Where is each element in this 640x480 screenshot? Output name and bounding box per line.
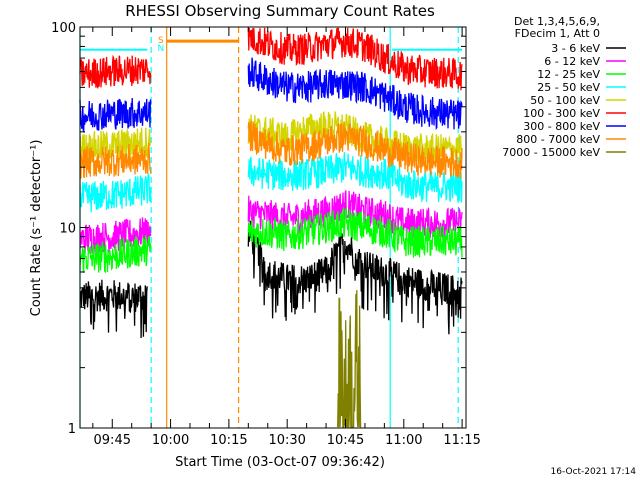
annotation-night: N	[157, 44, 164, 54]
legend-entry-label: 3 - 6 keV	[551, 42, 600, 55]
x-tick-label: 10:15	[210, 433, 247, 448]
x-tick-label: 10:30	[268, 433, 305, 448]
annotation-saa: S	[158, 36, 164, 46]
series-line	[247, 220, 463, 335]
x-tick-label: 10:45	[327, 433, 364, 448]
series-line	[247, 120, 463, 179]
x-tick-label: 11:15	[443, 433, 480, 448]
legend-header: FDecim 1, Att 0	[515, 27, 600, 40]
x-tick-label: 09:45	[94, 433, 131, 448]
series-line	[79, 97, 152, 134]
series-line	[247, 57, 463, 131]
series-line	[79, 217, 152, 255]
series-line	[247, 190, 463, 239]
series-line	[79, 235, 152, 274]
y-axis-label: Count Rate (s⁻¹ detector⁻¹)	[29, 140, 44, 317]
series-line	[79, 142, 152, 179]
x-tick-label: 10:00	[152, 433, 189, 448]
series-line	[79, 279, 148, 339]
x-tick-label: 11:00	[385, 433, 422, 448]
y-tick-label: 10	[59, 222, 76, 237]
x-axis-label: Start Time (03-Oct-07 09:36:42)	[175, 455, 385, 470]
legend-entry-label: 50 - 100 keV	[530, 94, 600, 107]
legend-entry-label: 7000 - 15000 keV	[502, 146, 600, 159]
chart-title: RHESSI Observing Summary Count Rates	[125, 2, 435, 20]
plot-area: 1 10 100 09:45 10:00 10:15 10:30 10:45 11:00 11:1…	[51, 21, 481, 448]
series-line	[247, 27, 463, 91]
series-line	[247, 152, 463, 203]
legend-entry-label: 12 - 25 keV	[537, 68, 600, 81]
footer-timestamp: 16-Oct-2021 17:14	[551, 467, 637, 477]
legend-header: Det 1,3,4,5,6,9,	[514, 15, 600, 28]
series-line	[79, 54, 152, 89]
series-line	[247, 207, 463, 258]
series-line	[79, 172, 152, 213]
legend: Det 1,3,4,5,6,9,FDecim 1, Att 0 3 - 6 keV…	[502, 15, 626, 159]
legend-entry-label: 800 - 7000 keV	[516, 133, 600, 146]
legend-entry-label: 25 - 50 keV	[537, 81, 600, 94]
legend-entry-label: 6 - 12 keV	[544, 55, 600, 68]
series-line	[247, 110, 463, 165]
series-line	[337, 290, 362, 428]
legend-entry-label: 100 - 300 keV	[523, 107, 600, 120]
y-tick-label: 1	[68, 422, 76, 437]
y-tick-label: 100	[51, 21, 76, 36]
legend-entry-label: 300 - 800 keV	[523, 120, 600, 133]
